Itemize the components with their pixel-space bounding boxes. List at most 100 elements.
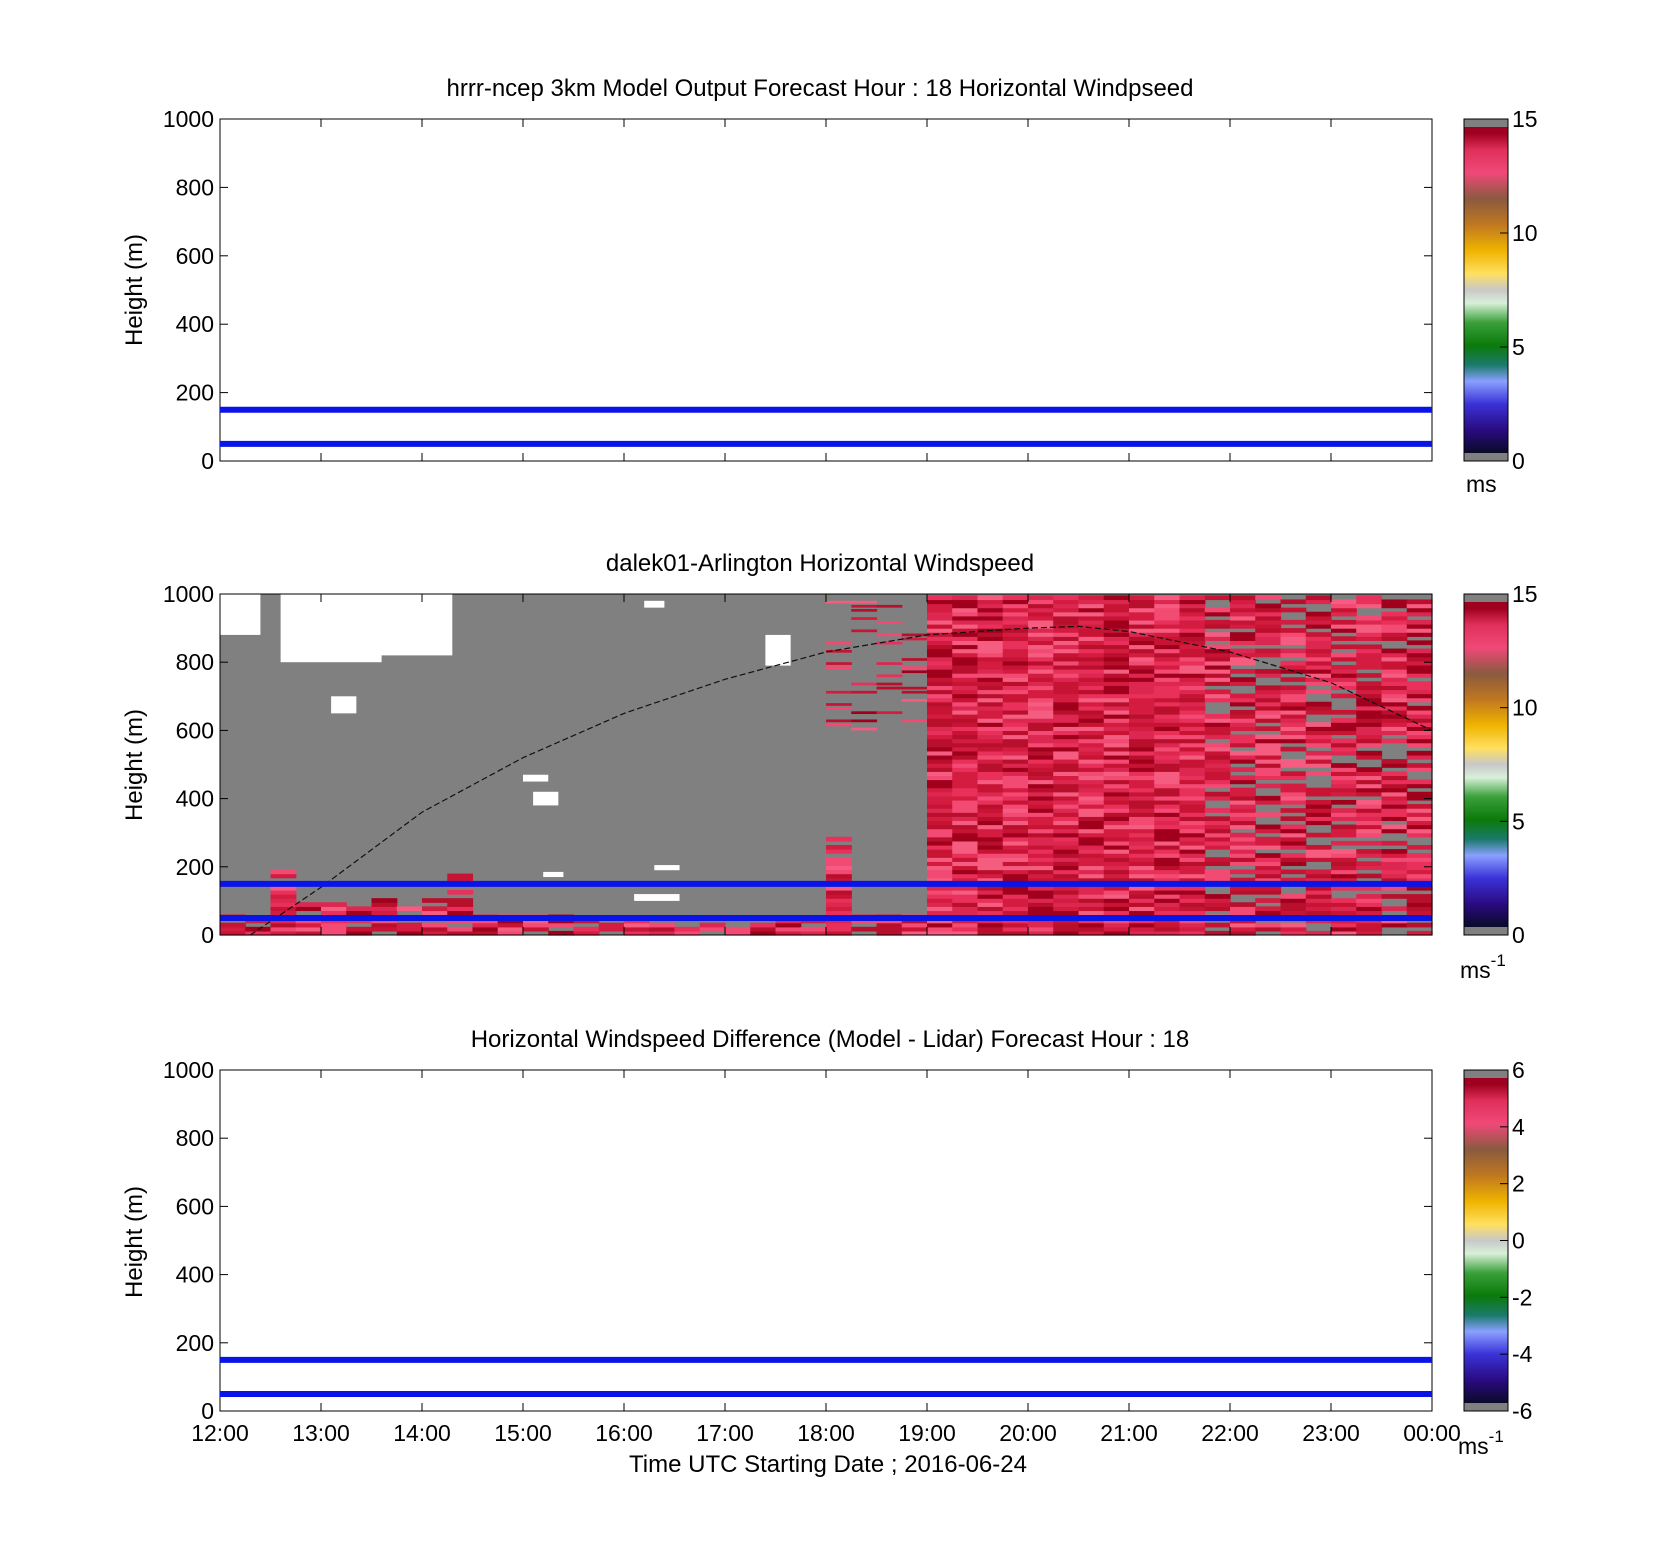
windspeed-cell: [1028, 693, 1054, 699]
windspeed-cell: [901, 637, 928, 641]
windspeed-cell: [977, 799, 1004, 805]
windspeed-cell: [1204, 902, 1231, 907]
windspeed-cell: [1002, 865, 1029, 871]
windspeed-cell: [1331, 624, 1357, 629]
windspeed-cell: [952, 791, 979, 797]
panel-1-x-ticks: [219, 119, 1433, 461]
windspeed-cell: [1356, 771, 1383, 777]
windspeed-cell: [1078, 930, 1105, 936]
windspeed-cell: [1078, 660, 1105, 666]
windspeed-cell: [952, 701, 979, 707]
windspeed-cell: [952, 640, 979, 646]
windspeed-cell: [1406, 922, 1433, 928]
windspeed-cell: [1053, 763, 1080, 768]
windspeed-cell: [1028, 857, 1054, 862]
windspeed-cell: [952, 759, 979, 764]
windspeed-cell: [1103, 726, 1130, 731]
windspeed-cell: [826, 649, 852, 653]
windspeed-cell: [1103, 877, 1130, 883]
windspeed-cell: [1406, 865, 1433, 871]
windspeed-cell: [826, 861, 852, 867]
windspeed-cell: [295, 918, 322, 924]
windspeed-cell: [1154, 779, 1181, 785]
windspeed-cell: [1154, 697, 1181, 703]
windspeed-cell: [1129, 611, 1155, 617]
windspeed-cell: [1053, 640, 1080, 646]
windspeed-cell: [901, 666, 928, 670]
windspeed-cell: [1002, 656, 1029, 662]
windspeed-cell: [1179, 664, 1206, 670]
windspeed-cell: [1179, 709, 1206, 715]
windspeed-cell: [1204, 714, 1231, 719]
windspeed-cell: [1381, 795, 1408, 801]
windspeed-cell: [977, 603, 1004, 609]
windspeed-cell: [1230, 759, 1256, 764]
windspeed-cell: [876, 674, 903, 678]
windspeed-cell: [1103, 746, 1130, 752]
windspeed-cell: [1331, 930, 1357, 936]
windspeed-cell: [927, 660, 953, 666]
no-data-cell: [361, 594, 453, 656]
windspeed-cell: [1103, 693, 1130, 699]
windspeed-cell: [1331, 812, 1357, 817]
windspeed-cell: [1255, 812, 1282, 817]
windspeed-cell: [1331, 898, 1357, 903]
windspeed-cell: [624, 922, 650, 928]
panel-2-title: dalek01-Arlington Horizontal Windspeed: [606, 550, 1034, 577]
windspeed-cell: [1053, 930, 1080, 936]
windspeed-cell: [1280, 824, 1307, 830]
windspeed-cell: [1230, 812, 1256, 817]
windspeed-cell: [1129, 644, 1155, 650]
windspeed-cell: [1381, 685, 1408, 691]
windspeed-cell: [977, 689, 1004, 695]
windspeed-cell: [1204, 861, 1231, 867]
windspeed-cell: [1103, 607, 1130, 613]
windspeed-cell: [447, 910, 474, 916]
windspeed-cell: [952, 697, 979, 703]
windspeed-cell: [1103, 869, 1130, 875]
windspeed-cell: [1154, 652, 1181, 658]
windspeed-cell: [1053, 894, 1080, 899]
windspeed-cell: [1305, 877, 1332, 883]
windspeed-cell: [1381, 906, 1408, 912]
windspeed-cell: [1406, 619, 1433, 625]
windspeed-cell: [1002, 894, 1029, 899]
windspeed-cell: [598, 926, 625, 932]
windspeed-cell: [1002, 844, 1029, 850]
windspeed-cell: [1053, 636, 1080, 641]
windspeed-cell: [1280, 775, 1307, 781]
windspeed-cell: [1078, 599, 1105, 605]
windspeed-cell: [1331, 599, 1357, 605]
windspeed-cell: [1129, 906, 1155, 912]
windspeed-cell: [1028, 861, 1054, 867]
windspeed-cell: [1028, 648, 1054, 654]
windspeed-cell: [1331, 832, 1357, 838]
windspeed-cell: [927, 844, 953, 850]
windspeed-cell: [1053, 754, 1080, 760]
windspeed-cell: [1078, 771, 1105, 777]
windspeed-cell: [1179, 607, 1206, 613]
windspeed-cell: [1406, 791, 1433, 797]
windspeed-cell: [270, 873, 297, 879]
windspeed-cell: [1204, 656, 1231, 662]
windspeed-cell: [927, 640, 953, 646]
windspeed-cell: [1356, 840, 1383, 846]
windspeed-cell: [1179, 759, 1206, 764]
windspeed-cell: [1103, 926, 1130, 932]
windspeed-cell: [1179, 636, 1206, 641]
windspeed-cell: [1230, 808, 1256, 813]
windspeed-cell: [977, 742, 1004, 748]
windspeed-cell: [1230, 889, 1256, 895]
windspeed-cell: [1002, 804, 1029, 809]
windspeed-cell: [977, 767, 1004, 772]
windspeed-cell: [1280, 652, 1307, 658]
windspeed-cell: [1179, 853, 1206, 858]
colorbar-tick-label: 10: [1512, 695, 1538, 721]
windspeed-cell: [1305, 873, 1332, 879]
windspeed-cell: [1103, 681, 1130, 686]
windspeed-cell: [977, 709, 1004, 715]
windspeed-cell: [1028, 771, 1054, 777]
windspeed-cell: [1381, 689, 1408, 695]
windspeed-cell: [1002, 857, 1029, 862]
windspeed-cell: [1002, 705, 1029, 711]
